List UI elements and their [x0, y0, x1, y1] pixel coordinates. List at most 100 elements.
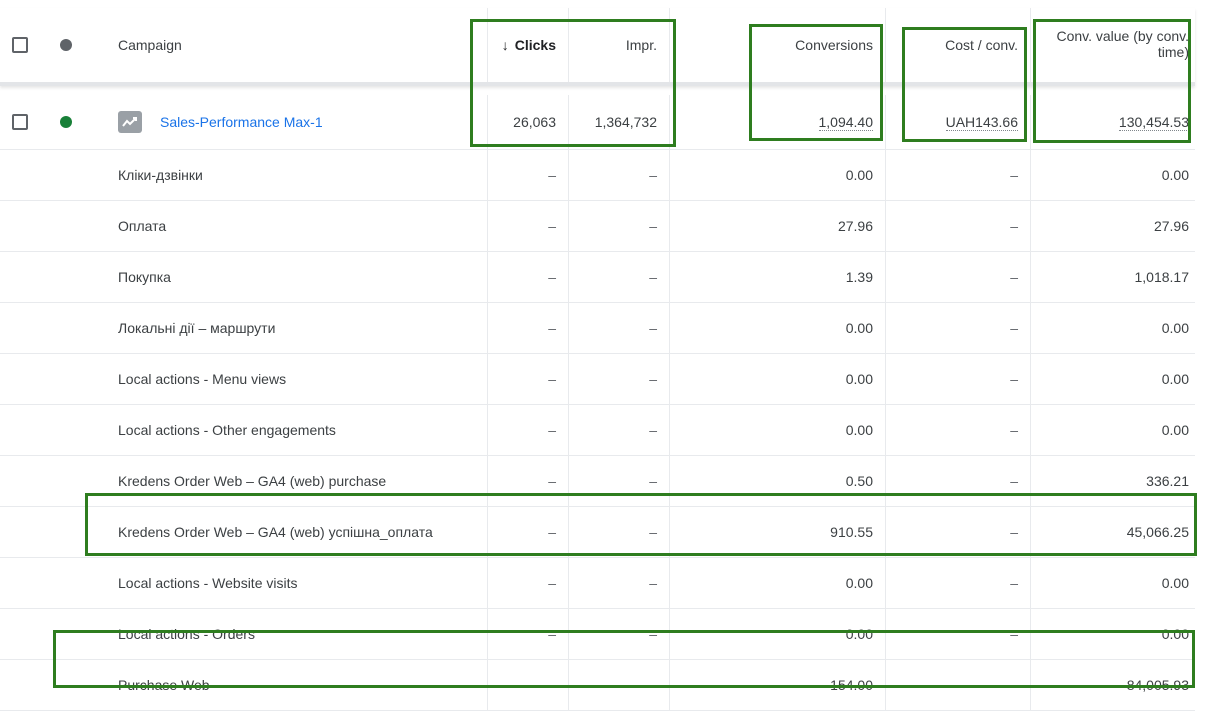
row-impr: – [568, 405, 669, 455]
column-header-impr[interactable]: Impr. [568, 8, 669, 82]
row-conv-value: 1,018.17 [1030, 252, 1195, 302]
row-cost-conv: – [885, 252, 1030, 302]
conversion-action-rows: Кліки-дзвінки – – 0.00 – 0.00 Оплата – –… [0, 150, 1195, 711]
table-row: Kredens Order Web – GA4 (web) успішна_оп… [0, 507, 1195, 558]
row-clicks: – [487, 354, 568, 404]
table-row: Purchase Web – – 154.00 – 84,005.93 [0, 660, 1195, 711]
table-row: Локальні дії – маршрути – – 0.00 – 0.00 [0, 303, 1195, 354]
column-header-campaign[interactable]: Campaign [118, 8, 478, 82]
conversion-action-name: Kredens Order Web – GA4 (web) purchase [118, 473, 387, 489]
column-header-impr-label: Impr. [625, 37, 657, 53]
row-clicks: – [487, 303, 568, 353]
row-impr: – [568, 252, 669, 302]
row-conv-value: 0.00 [1030, 405, 1195, 455]
row-impr: – [568, 660, 669, 710]
row-clicks: – [487, 507, 568, 557]
row-clicks: – [487, 558, 568, 608]
column-header-conv-value-line1: Conv. value (by conv. [1056, 28, 1189, 44]
conversion-action-name: Local actions - Website visits [118, 575, 298, 591]
performance-max-campaign-icon [118, 111, 142, 133]
row-conversions: 154.00 [669, 660, 885, 710]
campaign-clicks: 26,063 [487, 95, 568, 149]
conversion-action-name: Кліки-дзвінки [118, 167, 203, 183]
row-clicks: – [487, 201, 568, 251]
row-conv-value: 336.21 [1030, 456, 1195, 506]
campaign-name-link[interactable]: Sales-Performance Max-1 [160, 95, 323, 149]
table-row: Local actions - Website visits – – 0.00 … [0, 558, 1195, 609]
row-cost-conv: – [885, 456, 1030, 506]
row-impr: – [568, 303, 669, 353]
row-conversions: 0.00 [669, 405, 885, 455]
row-cost-conv: – [885, 558, 1030, 608]
campaign-conv-value[interactable]: 130,454.53 [1030, 95, 1195, 149]
conversion-action-name: Kredens Order Web – GA4 (web) успішна_оп… [118, 524, 433, 540]
row-cost-conv: – [885, 609, 1030, 659]
status-enabled-icon[interactable] [60, 116, 72, 128]
row-cost-conv: – [885, 201, 1030, 251]
row-conv-value: 0.00 [1030, 303, 1195, 353]
column-header-clicks[interactable]: ↓ Clicks [487, 8, 568, 82]
row-cost-conv: – [885, 405, 1030, 455]
row-cost-conv: – [885, 660, 1030, 710]
status-column-icon[interactable] [60, 39, 72, 51]
row-conv-value: 27.96 [1030, 201, 1195, 251]
column-header-cost-conv-label: Cost / conv. [945, 37, 1018, 53]
row-conversions: 27.96 [669, 201, 885, 251]
conversion-action-name: Покупка [118, 269, 171, 285]
row-conversions: 0.00 [669, 150, 885, 200]
table-row: Покупка – – 1.39 – 1,018.17 [0, 252, 1195, 303]
column-header-conversions[interactable]: Conversions [669, 8, 885, 82]
row-impr: – [568, 150, 669, 200]
sort-descending-icon: ↓ [501, 37, 509, 53]
row-conv-value: 45,066.25 [1030, 507, 1195, 557]
conversion-action-name: Оплата [118, 218, 167, 234]
conversion-action-name: Local actions - Menu views [118, 371, 287, 387]
row-conv-value: 84,005.93 [1030, 660, 1195, 710]
row-impr: – [568, 558, 669, 608]
column-header-conv-value-line2: time) [1157, 44, 1189, 60]
conversion-action-name: Purchase Web [118, 677, 210, 693]
column-header-cost-conv[interactable]: Cost / conv. [885, 8, 1030, 82]
row-conversions: 0.00 [669, 558, 885, 608]
column-header-campaign-label: Campaign [118, 37, 182, 53]
row-conversions: 910.55 [669, 507, 885, 557]
row-impr: – [568, 456, 669, 506]
column-header-conversions-label: Conversions [795, 37, 873, 53]
row-conversions: 0.00 [669, 354, 885, 404]
select-all-checkbox[interactable] [12, 37, 28, 53]
row-cost-conv: – [885, 150, 1030, 200]
row-cost-conv: – [885, 354, 1030, 404]
row-clicks: – [487, 150, 568, 200]
row-conv-value: 0.00 [1030, 150, 1195, 200]
table-row: Оплата – – 27.96 – 27.96 [0, 201, 1195, 252]
table-row: Local actions - Menu views – – 0.00 – 0.… [0, 354, 1195, 405]
column-header-conv-value[interactable]: Conv. value (by conv. time) [1030, 8, 1195, 82]
row-clicks: – [487, 456, 568, 506]
row-impr: – [568, 201, 669, 251]
campaign-cost-conv[interactable]: UAH143.66 [885, 95, 1030, 149]
row-impr: – [568, 609, 669, 659]
campaign-impr: 1,364,732 [568, 95, 669, 149]
table-header: Campaign ↓ Clicks Impr. Conversions Cost… [0, 8, 1195, 86]
row-conversions: 1.39 [669, 252, 885, 302]
row-conv-value: 0.00 [1030, 609, 1195, 659]
column-header-clicks-label: Clicks [514, 37, 556, 53]
conversion-action-name: Local actions - Orders [118, 626, 255, 642]
row-impr: – [568, 507, 669, 557]
campaign-conversions[interactable]: 1,094.40 [669, 95, 885, 149]
conversion-action-name: Локальні дії – маршрути [118, 320, 276, 336]
table-row: Кліки-дзвінки – – 0.00 – 0.00 [0, 150, 1195, 201]
row-cost-conv: – [885, 303, 1030, 353]
row-clicks: – [487, 405, 568, 455]
row-checkbox[interactable] [12, 114, 28, 130]
row-clicks: – [487, 660, 568, 710]
row-clicks: – [487, 252, 568, 302]
table-row: Local actions - Orders – – 0.00 – 0.00 [0, 609, 1195, 660]
campaign-row[interactable]: Sales-Performance Max-1 26,063 1,364,732… [0, 95, 1195, 150]
conversion-action-name: Local actions - Other engagements [118, 422, 336, 438]
row-cost-conv: – [885, 507, 1030, 557]
table-row: Kredens Order Web – GA4 (web) purchase –… [0, 456, 1195, 507]
campaign-name[interactable]: Sales-Performance Max-1 [160, 114, 323, 130]
row-conv-value: 0.00 [1030, 558, 1195, 608]
row-conversions: 0.00 [669, 609, 885, 659]
